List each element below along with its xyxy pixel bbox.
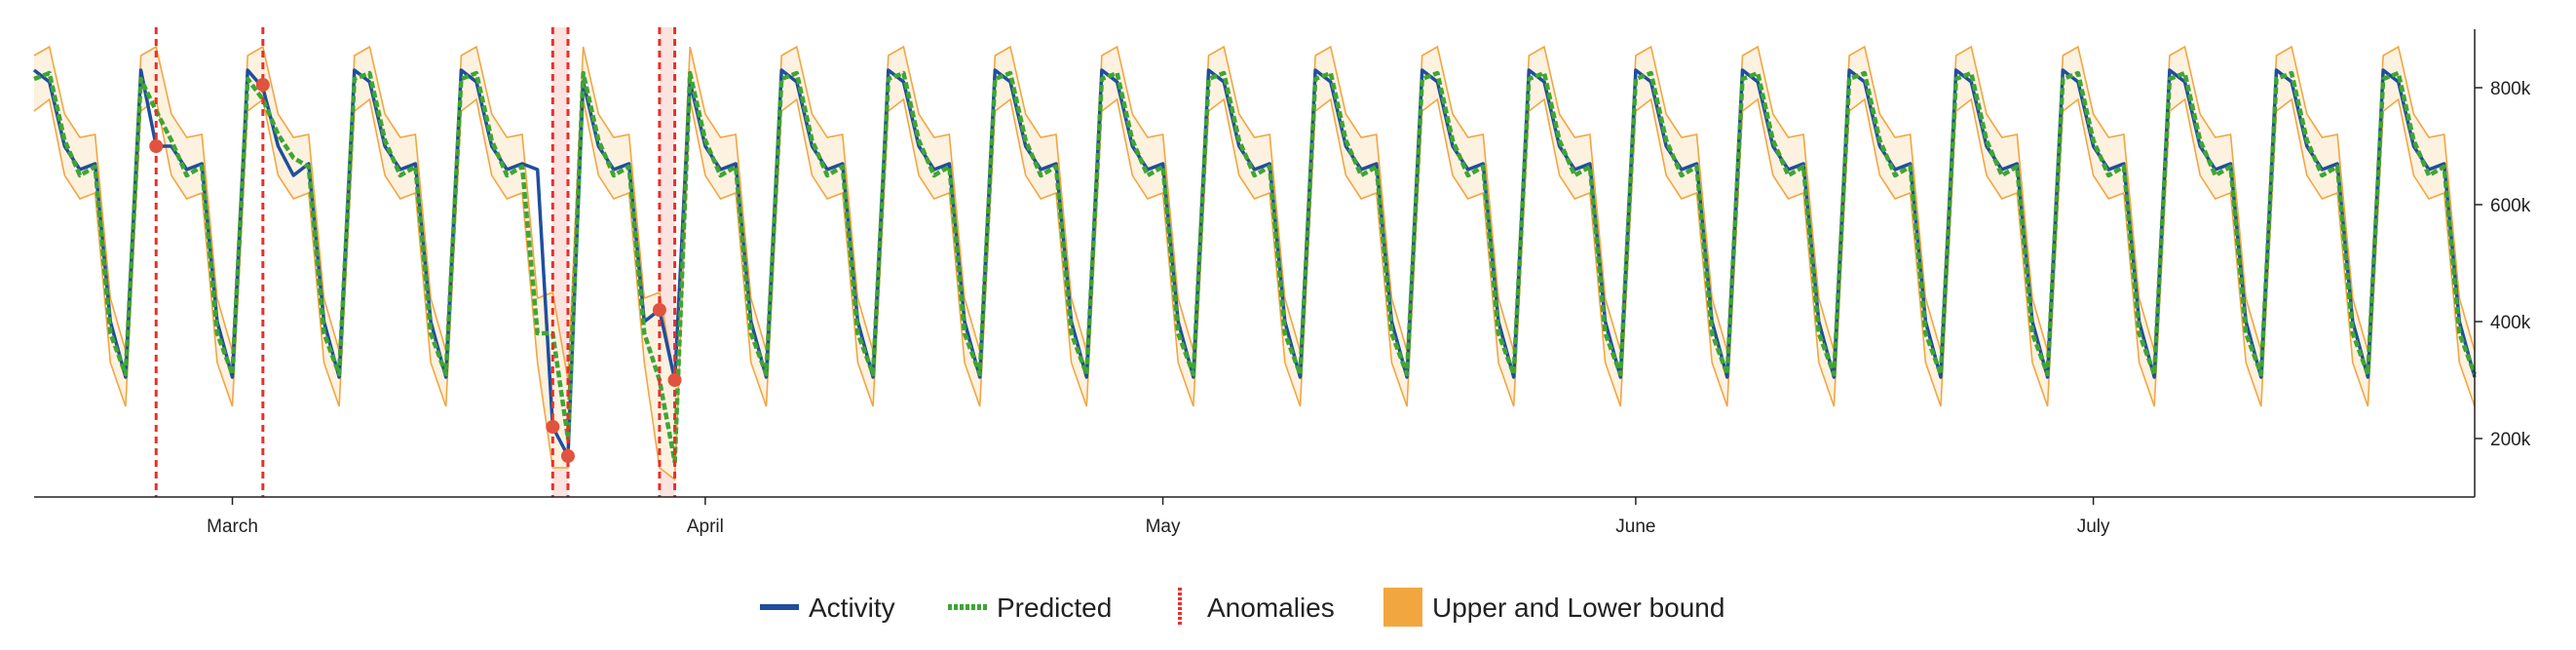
bound-lines — [33, 45, 2476, 481]
y-tick-label: 800k — [2490, 79, 2531, 99]
activity-line — [32, 68, 2477, 458]
lower-bound-line — [33, 97, 2476, 481]
anomaly-point-4-0 — [652, 303, 666, 317]
legend-swatch-bounds — [1383, 588, 1422, 627]
legend-label-activity: Activity — [809, 593, 895, 623]
upper-bound-line — [33, 45, 2476, 381]
anomaly-points — [149, 78, 682, 463]
x-tick-label: June — [1615, 516, 1655, 537]
anomaly-point-1-0 — [255, 78, 270, 92]
bound-fill — [34, 47, 2475, 479]
legend-label-anomalies: Anomalies — [1207, 593, 1335, 623]
axes: 200k 400k 600k 800k March April May June July — [34, 29, 2531, 537]
x-tick-label: July — [2077, 516, 2110, 537]
y-tick-label: 200k — [2490, 430, 2531, 450]
legend-label-predicted: Predicted — [997, 593, 1112, 623]
x-tick-label: March — [207, 516, 258, 537]
anomaly-point-5-0 — [667, 373, 682, 387]
activity-series — [32, 68, 2477, 458]
legend-label-bounds: Upper and Lower bound — [1432, 593, 1724, 623]
legend: Activity Predicted Anomalies Upper and Lowe… — [760, 588, 1724, 627]
x-tick-label: April — [687, 516, 724, 537]
y-tick-label: 600k — [2490, 196, 2531, 216]
bounds-area — [34, 47, 2475, 479]
y-tick-label: 400k — [2490, 313, 2531, 333]
predicted-line — [33, 70, 2478, 465]
anomaly-lines — [154, 27, 677, 497]
anomaly-point-3-0 — [560, 449, 575, 463]
anomaly-point-0-0 — [149, 139, 164, 153]
x-tick-label: May — [1146, 516, 1181, 537]
predicted-series — [33, 70, 2478, 465]
anomaly-point-2-0 — [546, 420, 560, 434]
